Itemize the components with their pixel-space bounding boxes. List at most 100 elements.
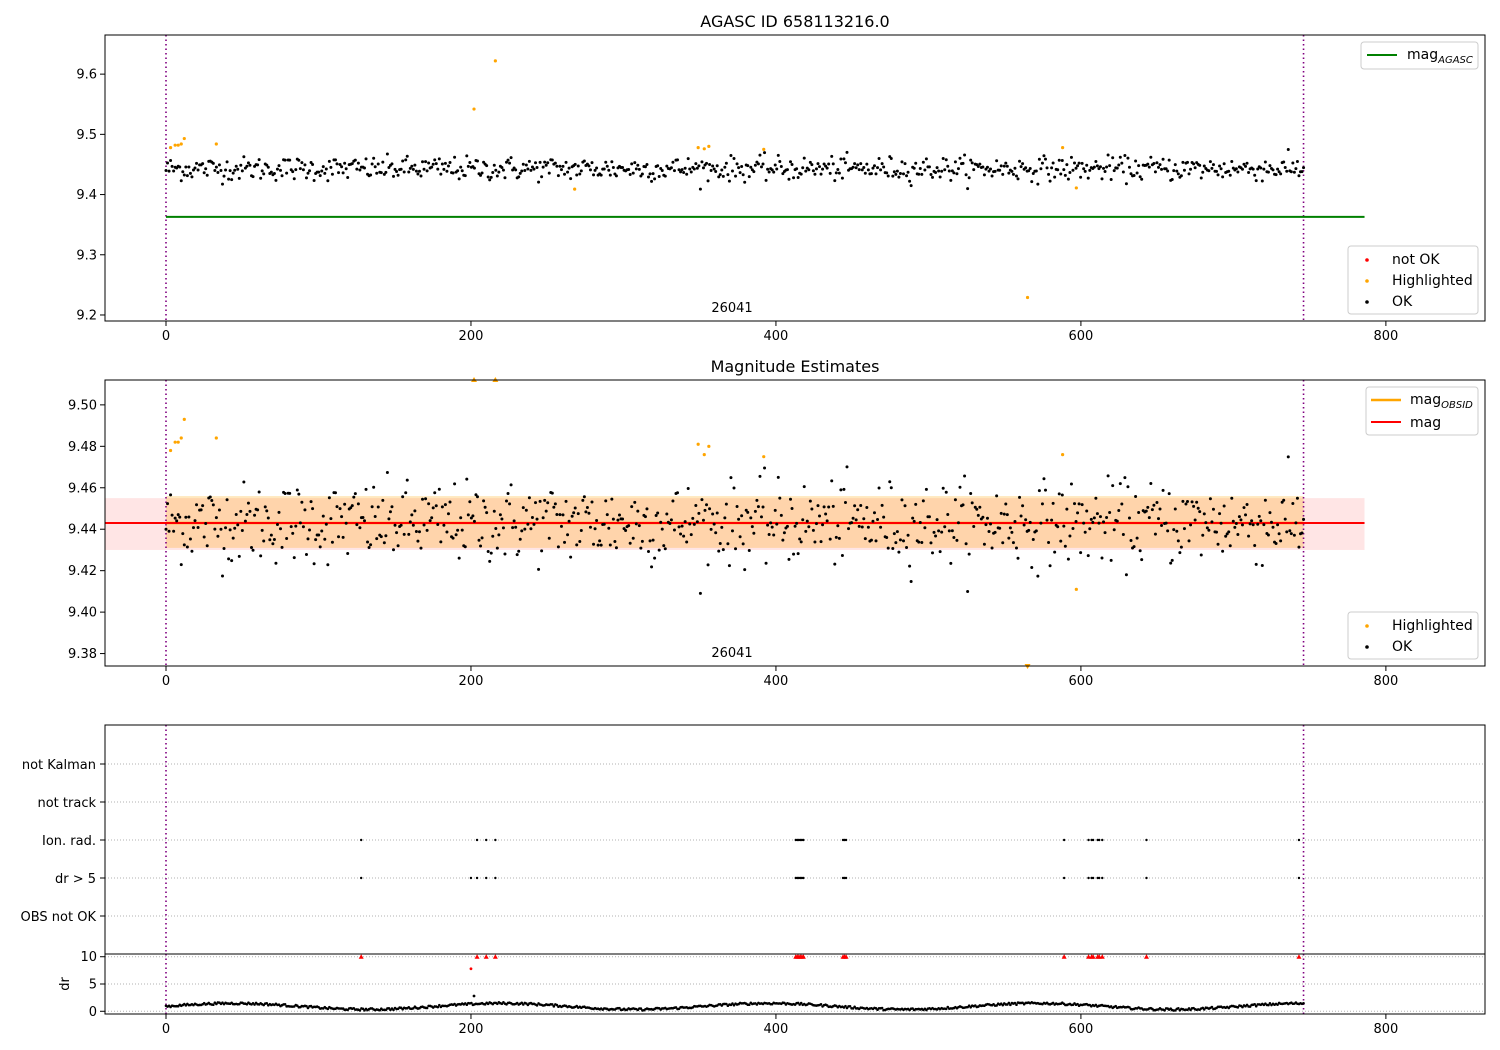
ok-point — [298, 167, 302, 171]
ok-point — [184, 515, 188, 519]
ok-point — [735, 162, 739, 166]
ok-point — [1115, 166, 1119, 170]
ok-point — [500, 166, 504, 170]
ok-point — [1013, 166, 1017, 170]
ok-point — [266, 165, 270, 169]
ok-point — [526, 522, 530, 526]
ok-point — [401, 159, 405, 163]
ok-point — [285, 537, 289, 541]
ok-point — [491, 171, 495, 175]
ok-point — [179, 563, 183, 567]
ok-point — [593, 527, 597, 531]
ok-point — [506, 491, 510, 495]
ok-point — [1019, 165, 1023, 169]
ok-point — [799, 172, 803, 176]
ok-point — [1274, 173, 1278, 177]
ok-point — [546, 501, 550, 505]
ok-point — [656, 164, 660, 168]
dr-point — [1202, 1008, 1206, 1011]
ok-point — [871, 519, 875, 523]
magnitude-frame — [104, 379, 1486, 667]
ok-point — [182, 543, 186, 547]
ok-point — [308, 169, 312, 173]
ok-point — [234, 164, 238, 168]
ok-point — [1179, 545, 1183, 549]
ok-point — [811, 169, 815, 173]
ok-point — [613, 540, 617, 544]
ok-point — [320, 169, 324, 173]
ok-point — [863, 537, 867, 541]
magnitude-title: Magnitude Estimates — [711, 357, 880, 376]
ok-point — [917, 172, 921, 176]
ok-point — [1036, 182, 1040, 186]
ok-point — [456, 528, 460, 532]
ok-point — [877, 486, 881, 490]
ok-point — [1176, 172, 1180, 176]
ok-point — [956, 521, 960, 525]
ok-point — [737, 517, 741, 521]
ok-point — [747, 548, 751, 552]
ok-point — [1228, 544, 1232, 548]
ok-point — [442, 167, 446, 171]
ok-point — [1051, 161, 1055, 165]
ok-point — [588, 168, 592, 172]
ok-point — [321, 165, 325, 169]
ok-point — [772, 170, 776, 174]
ok-point — [1034, 529, 1038, 533]
highlighted-point — [573, 187, 577, 191]
highlighted-point — [168, 448, 173, 453]
ok-point — [839, 157, 843, 161]
ok-point — [987, 169, 991, 173]
ok-point — [1152, 161, 1156, 165]
flag-point — [802, 876, 805, 880]
ok-point — [712, 167, 716, 171]
ok-point — [482, 499, 486, 503]
ok-point — [1115, 519, 1119, 523]
ok-point — [682, 170, 686, 174]
ok-point — [836, 167, 840, 171]
ok-point — [1014, 174, 1018, 178]
ok-point — [393, 167, 397, 171]
ok-point — [914, 502, 918, 506]
ok-point — [506, 158, 510, 162]
ok-point — [906, 533, 910, 537]
ok-point — [515, 553, 519, 557]
ok-point — [834, 171, 838, 175]
ok-point — [1199, 553, 1203, 557]
ok-point — [1011, 541, 1015, 545]
ok-point — [413, 509, 417, 513]
ok-point — [395, 531, 399, 535]
dr-clipped-marker — [358, 954, 364, 959]
ok-point — [1175, 529, 1179, 533]
ok-point — [905, 174, 909, 178]
ok-point — [457, 177, 461, 181]
ok-point — [172, 169, 176, 173]
legend-ok-marker — [1365, 300, 1369, 304]
ok-point — [399, 523, 403, 527]
ok-point — [1102, 520, 1106, 524]
ok-point — [592, 173, 596, 177]
ok-point — [964, 542, 968, 546]
ok-point — [543, 498, 547, 502]
ok-point — [1112, 169, 1116, 173]
ok-point — [843, 161, 847, 165]
ok-point — [901, 539, 905, 543]
ok-point — [1047, 540, 1051, 544]
ok-point — [443, 503, 447, 507]
ok-point — [590, 161, 594, 165]
dr-point — [1009, 1003, 1012, 1007]
ok-point — [617, 513, 621, 517]
ok-point — [865, 506, 869, 510]
ok-point — [717, 175, 721, 179]
ok-point — [1074, 166, 1078, 170]
ok-point — [256, 508, 260, 512]
ok-point — [1247, 534, 1251, 538]
ok-point — [611, 166, 615, 170]
highlighted-point — [707, 444, 711, 448]
ok-point — [1192, 162, 1196, 166]
ok-point — [1123, 153, 1127, 157]
ok-point — [721, 174, 725, 178]
ok-point — [456, 169, 460, 173]
ok-point — [813, 540, 817, 544]
